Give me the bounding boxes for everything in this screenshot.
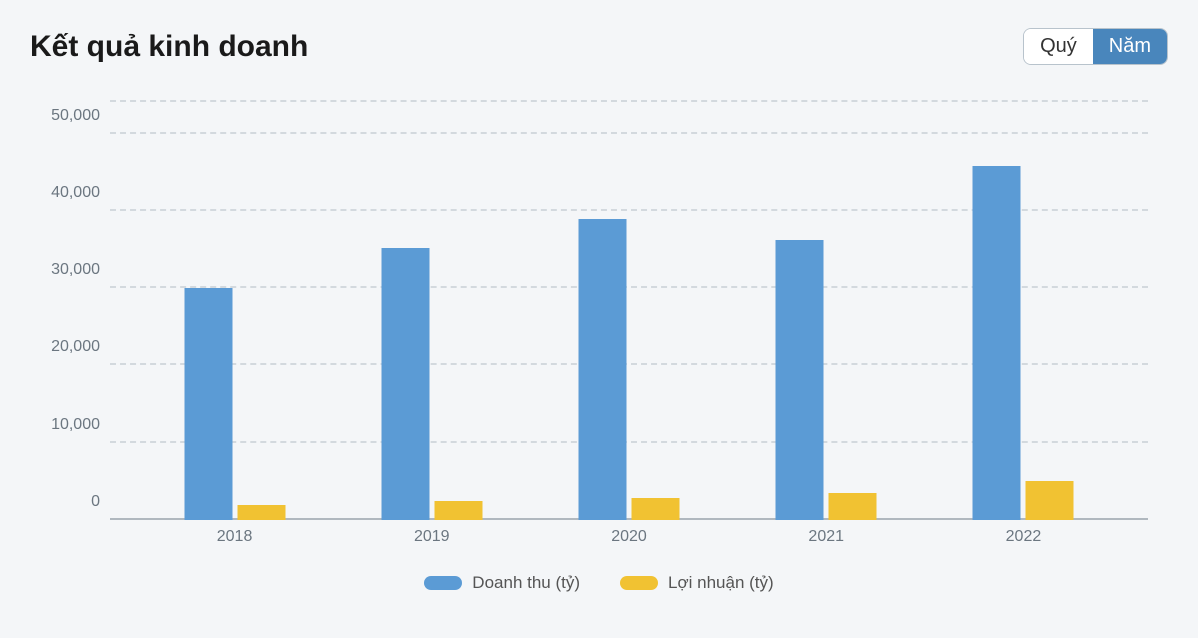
y-axis-label: 0 — [91, 493, 110, 511]
header: Kết quả kinh doanh QuýNăm — [30, 28, 1168, 65]
bar-profit — [237, 505, 285, 520]
chart-area: 0 10,000 20,000 30,000 40,000 50,000 2018 2019 2… — [30, 95, 1168, 555]
chart-card: Kết quả kinh doanh QuýNăm 0 10,000 20,000 3… — [0, 0, 1198, 638]
x-axis-label: 2019 — [414, 520, 450, 546]
legend-swatch — [620, 576, 658, 590]
legend-item-revenue[interactable]: Doanh thu (tỷ) — [424, 573, 580, 593]
plot-area: 010,00020,00030,00040,00050,000201820192… — [110, 100, 1148, 520]
x-axis-label: 2018 — [217, 520, 253, 546]
x-axis-label: 2022 — [1006, 520, 1042, 546]
bar-group — [381, 248, 482, 520]
bar-group — [184, 288, 285, 520]
x-axis-label: 2021 — [808, 520, 844, 546]
x-axis-label: 2020 — [611, 520, 647, 546]
y-axis-label: 50,000 — [51, 107, 110, 125]
chart-title: Kết quả kinh doanh — [30, 30, 308, 64]
gridline — [110, 132, 1148, 134]
bar-revenue — [184, 288, 232, 520]
bar-profit — [434, 501, 482, 520]
legend-swatch — [424, 576, 462, 590]
bar-profit — [829, 493, 877, 520]
bar-profit — [1026, 481, 1074, 520]
legend: Doanh thu (tỷ) Lợi nhuận (tỷ) — [30, 573, 1168, 593]
legend-label: Lợi nhuận (tỷ) — [668, 573, 774, 593]
legend-item-profit[interactable]: Lợi nhuận (tỷ) — [620, 573, 774, 593]
bar-group — [973, 166, 1074, 520]
bar-revenue — [381, 248, 429, 520]
y-axis-label: 10,000 — [51, 416, 110, 434]
bar-group — [776, 240, 877, 520]
bar-profit — [632, 498, 680, 520]
toggle-option-quý[interactable]: Quý — [1024, 29, 1093, 64]
y-axis-label: 40,000 — [51, 184, 110, 202]
bar-revenue — [776, 240, 824, 520]
y-axis-label: 30,000 — [51, 261, 110, 279]
period-toggle: QuýNăm — [1023, 28, 1168, 65]
toggle-option-năm[interactable]: Năm — [1093, 29, 1167, 64]
gridline — [110, 100, 1148, 102]
y-axis-label: 20,000 — [51, 338, 110, 356]
bar-group — [579, 219, 680, 520]
bar-revenue — [973, 166, 1021, 520]
legend-label: Doanh thu (tỷ) — [472, 573, 580, 593]
bar-revenue — [579, 219, 627, 520]
